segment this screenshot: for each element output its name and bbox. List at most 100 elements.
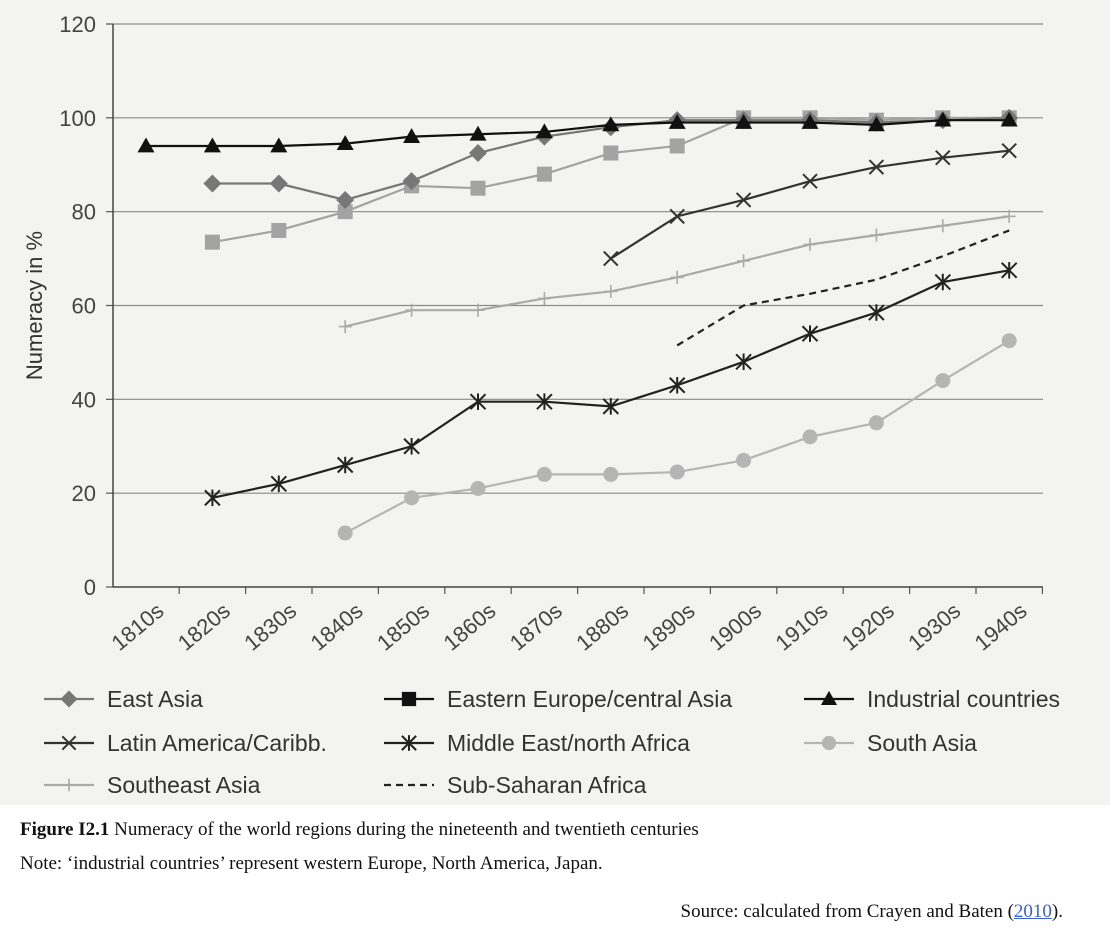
x-tick-label: 1940s xyxy=(970,598,1032,656)
legend-marker xyxy=(60,690,78,708)
numeracy-line-chart: 0 20 40 60 80 100 120 1810s 1820s 1830s 1840s 1850s… xyxy=(22,12,1060,798)
legend-marker xyxy=(401,691,417,707)
sub-saharan-africa-line xyxy=(676,229,1010,347)
middle-east-north-africa-point xyxy=(204,489,221,507)
y-axis-label: Numeracy in % xyxy=(22,231,47,380)
x-tick-label: 1900s xyxy=(704,598,766,656)
x-tick-label: 1870s xyxy=(505,598,567,656)
y-tick-label: 40 xyxy=(72,387,96,412)
source-prefix: Source: calculated from Crayen and Baten… xyxy=(680,901,1014,922)
legend-marker xyxy=(821,735,837,751)
series-8-point xyxy=(536,166,552,182)
industrial-countries-point xyxy=(867,116,885,132)
legend-marker xyxy=(61,735,77,751)
south-asia-line xyxy=(344,339,1010,535)
industrial-countries-point xyxy=(403,128,421,143)
southeast-asia-point xyxy=(604,284,618,298)
figure-label: Figure I2.1 xyxy=(20,819,110,840)
industrial-countries-point xyxy=(934,111,952,127)
x-tick-label: 1910s xyxy=(771,598,833,656)
latin-america-caribb-point xyxy=(735,192,752,208)
industrial-countries-point xyxy=(203,137,221,153)
east-asia-point xyxy=(402,172,421,191)
south-asia-point xyxy=(868,415,884,431)
series-8-line xyxy=(212,116,1010,244)
middle-east-north-africa-point xyxy=(270,475,288,493)
southeast-asia-point xyxy=(803,238,817,252)
industrial-countries-point xyxy=(668,114,686,129)
legend-marker xyxy=(820,690,838,706)
industrial-countries-point xyxy=(1000,111,1018,127)
legend-item-east-asia: East Asia xyxy=(44,686,203,712)
latin-america-caribb-point xyxy=(669,208,685,225)
y-tick-label: 100 xyxy=(59,106,96,131)
series-industrial-countries xyxy=(137,111,1018,153)
latin-america-caribb-point xyxy=(935,150,951,166)
southeast-asia-point xyxy=(737,254,751,268)
series-8-point xyxy=(204,234,220,250)
legend-label: Middle East/north Africa xyxy=(447,730,690,756)
legend-item-eastern-europe-central-asia: Eastern Europe/central Asia xyxy=(384,686,732,712)
legend-label: Sub-Saharan Africa xyxy=(447,772,647,798)
series-8-point xyxy=(271,222,287,238)
legend-marker xyxy=(401,735,417,751)
south-asia-point xyxy=(669,464,685,480)
legend-marker xyxy=(62,778,76,792)
x-tick-label: 1830s xyxy=(239,598,301,656)
x-tick-label: 1810s xyxy=(107,598,169,656)
source-citation-link[interactable]: 2010 xyxy=(1013,901,1052,922)
east-asia-point xyxy=(336,190,355,209)
legend-label: East Asia xyxy=(107,686,203,712)
source-suffix: ). xyxy=(1051,901,1063,922)
industrial-countries-point xyxy=(535,123,553,139)
industrial-countries-point xyxy=(336,135,354,151)
industrial-countries-point xyxy=(801,114,819,129)
y-tick-label: 0 xyxy=(84,575,96,600)
industrial-countries-point xyxy=(469,125,487,141)
east-asia-point xyxy=(269,174,288,193)
x-tick-label: 1880s xyxy=(571,598,633,656)
southeast-asia-point xyxy=(338,320,352,334)
x-tick-label: 1890s xyxy=(638,598,700,656)
south-asia-point xyxy=(736,452,752,468)
x-tick-label: 1820s xyxy=(173,598,235,656)
southeast-asia-point xyxy=(1002,209,1016,223)
middle-east-north-africa-point xyxy=(735,353,752,371)
latin-america-caribb-point xyxy=(1001,142,1017,159)
middle-east-north-africa-point xyxy=(934,273,952,291)
series-8-point xyxy=(603,145,619,161)
series-southeast-asia xyxy=(338,209,1016,334)
legend-label: Southeast Asia xyxy=(107,772,261,798)
south-asia-point xyxy=(935,373,951,389)
southeast-asia-point xyxy=(869,228,883,242)
industrial-countries-point xyxy=(735,114,753,129)
middle-east-north-africa-point xyxy=(668,377,686,394)
series-sub-saharan-africa xyxy=(676,229,1010,347)
legend-label: Industrial countries xyxy=(867,686,1060,712)
middle-east-north-africa-point xyxy=(868,304,885,321)
x-tick-label: 1930s xyxy=(903,598,965,656)
legend-label: South Asia xyxy=(867,730,977,756)
industrial-countries-line xyxy=(146,119,1010,148)
legend-item-latin-america-caribb: Latin America/Caribb. xyxy=(44,730,327,756)
latin-america-caribb-point xyxy=(802,173,818,189)
south-asia-point xyxy=(470,480,486,496)
figure-caption: Figure I2.1 Numeracy of the world region… xyxy=(20,819,699,841)
industrial-countries-point xyxy=(602,116,620,132)
series-8-point xyxy=(337,204,353,220)
middle-east-north-africa-line xyxy=(212,269,1010,499)
middle-east-north-africa-point xyxy=(602,398,620,415)
southeast-asia-point xyxy=(471,303,485,317)
southeast-asia-point xyxy=(936,219,950,233)
series-middle-east-north-africa xyxy=(204,262,1018,507)
legend-label: Latin America/Caribb. xyxy=(107,730,327,756)
south-asia-point xyxy=(337,525,353,541)
southeast-asia-point xyxy=(670,270,684,284)
legend-item-southeast-asia: Southeast Asia xyxy=(44,772,261,798)
y-tick-label: 80 xyxy=(72,200,96,225)
series-south-asia xyxy=(337,333,1017,541)
middle-east-north-africa-point xyxy=(336,456,354,474)
middle-east-north-africa-point xyxy=(1000,262,1018,279)
legend-item-south-asia: South Asia xyxy=(804,730,977,756)
middle-east-north-africa-point xyxy=(801,325,819,342)
